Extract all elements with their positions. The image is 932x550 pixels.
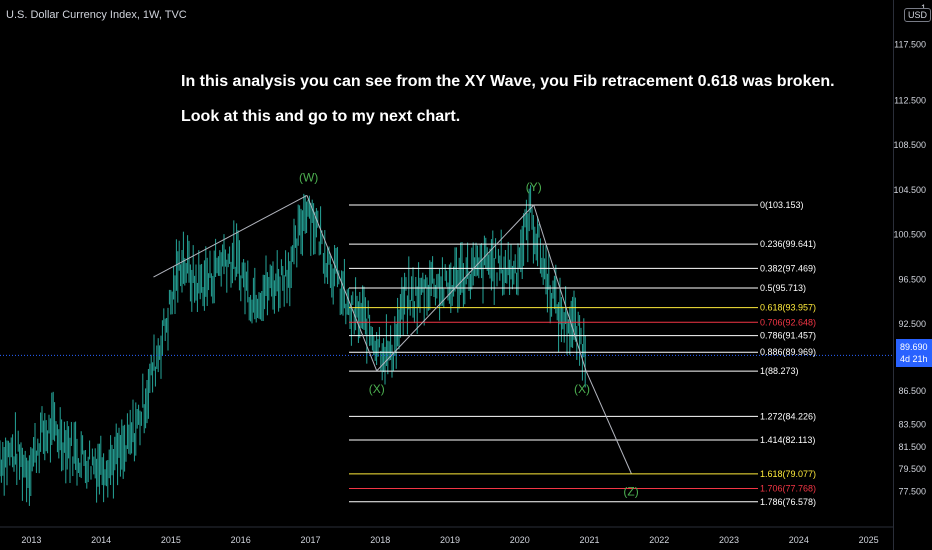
annotation-line-1: In this analysis you can see from the XY…: [181, 73, 835, 90]
fib-level-label: 0.886(89.969): [760, 347, 816, 357]
y-tick-label: 79.500: [898, 464, 926, 474]
currency-button[interactable]: USD: [904, 8, 932, 22]
annotation-line-2: Look at this and go to my next chart.: [181, 108, 461, 125]
y-tick-label: 100.500: [893, 230, 926, 240]
wave-line: [585, 370, 632, 474]
x-tick-label: 2025: [859, 535, 879, 545]
wave-label: (X): [574, 382, 590, 396]
fib-level-label: 1(88.273): [760, 366, 799, 376]
fib-level-label: 0.382(97.469): [760, 263, 816, 273]
y-tick-label: 104.500: [893, 185, 926, 195]
chart-title: U.S. Dollar Currency Index, 1W, TVC: [6, 9, 187, 21]
x-tick-label: 2018: [370, 535, 390, 545]
x-tick-label: 2023: [719, 535, 739, 545]
y-tick-label: 77.500: [898, 486, 926, 496]
x-tick-label: 2015: [161, 535, 181, 545]
x-tick-label: 2014: [91, 535, 111, 545]
wave-label: (Y): [526, 180, 542, 194]
y-tick-label: 86.500: [898, 386, 926, 396]
fib-level-label: 1.272(84.226): [760, 411, 816, 421]
x-tick-label: 2024: [789, 535, 809, 545]
x-tick-label: 2020: [510, 535, 530, 545]
y-tick-label: 112.500: [894, 96, 926, 106]
fib-level-label: 1.414(82.113): [760, 435, 815, 445]
x-tick-label: 2021: [580, 535, 600, 545]
fib-level-label: 0.5(95.713): [760, 283, 806, 293]
wave-line: [306, 195, 378, 372]
wave-label: (W): [299, 170, 318, 184]
wave-line: [533, 204, 587, 372]
bar-countdown: 4d 21h: [900, 354, 928, 364]
x-tick-label: 2019: [440, 535, 460, 545]
wave-line: [376, 204, 535, 372]
last-price-badge: 89.690 4d 21h: [896, 339, 932, 367]
wave-line: [153, 195, 308, 278]
fib-level-label: 1.786(76.578): [760, 497, 816, 507]
fib-level-label: 0(103.153): [760, 200, 804, 210]
fib-level-label: 0.236(99.641): [760, 239, 816, 249]
last-price-value: 89.690: [900, 342, 928, 352]
y-tick-label: 83.500: [898, 419, 926, 429]
wave-label: (X): [369, 382, 385, 396]
x-tick-label: 2017: [300, 535, 320, 545]
fib-level-label: 0.618(93.957): [760, 303, 816, 313]
y-tick-label: 92.500: [898, 319, 926, 329]
fib-level-label: 1.618(79.077): [760, 469, 816, 479]
fib-level-label: 0.786(91.457): [760, 331, 816, 341]
wave-label: (Z): [623, 485, 638, 499]
x-tick-label: 2016: [231, 535, 251, 545]
fib-level-label: 0.706(92.648): [760, 317, 816, 327]
x-tick-label: 2013: [21, 535, 41, 545]
y-tick-label: 117.500: [894, 40, 926, 50]
y-tick-label: 81.500: [898, 442, 926, 452]
x-tick-label: 2022: [649, 535, 669, 545]
y-tick-label: 108.500: [893, 140, 926, 150]
fib-level-label: 1.706(77.768): [760, 483, 816, 493]
price-axis[interactable]: [893, 0, 932, 550]
y-tick-label: 96.500: [898, 274, 926, 284]
